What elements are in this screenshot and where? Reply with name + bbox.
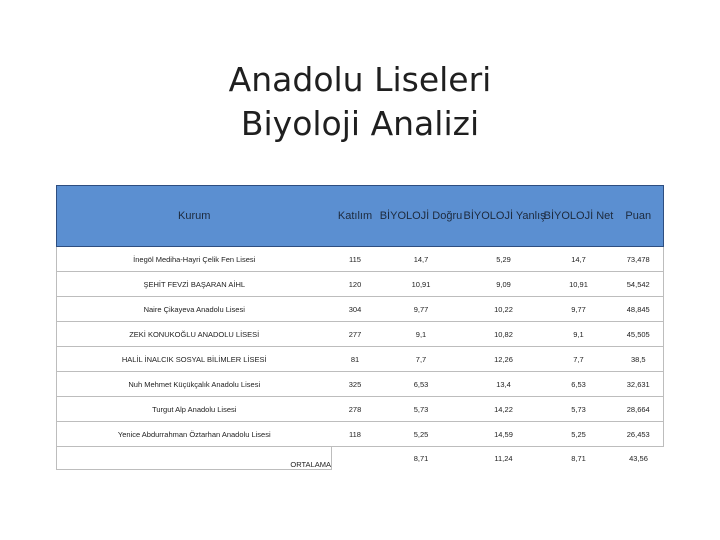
- title-line-2: Biyoloji Analizi: [240, 104, 480, 143]
- cell-kurum: Nuh Mehmet Küçükçalık Anadolu Lisesi: [56, 371, 332, 397]
- cell-dogru: 14,7: [378, 246, 464, 272]
- header-katilim: Katılım: [331, 185, 379, 247]
- average-puan: 43,56: [629, 453, 648, 463]
- cell-net: 6,53: [543, 371, 614, 397]
- cell-yanlis: 14,59: [463, 421, 544, 447]
- cell-kurum: ŞEHİT FEVZİ BAŞARAN AİHL: [56, 271, 332, 297]
- cell-yanlis: 5,29: [463, 246, 544, 272]
- slide-title: Anadolu Liseleri Biyoloji Analizi: [0, 58, 720, 146]
- table-row: Yenice Abdurrahman Öztarhan Anadolu Lise…: [56, 421, 664, 447]
- cell-net: 5,73: [543, 396, 614, 422]
- cell-kurum: Naire Çikayeva Anadolu Lisesi: [56, 296, 332, 322]
- cell-yanlis: 14,22: [463, 396, 544, 422]
- average-dogru: 8,71: [413, 453, 429, 463]
- header-dogru: BİYOLOJİ Doğru: [378, 185, 464, 247]
- table-row: ZEKİ KONUKOĞLU ANADOLU LİSESİ 277 9,1 10…: [56, 321, 664, 347]
- header-puan: Puan: [613, 185, 664, 247]
- cell-dogru: 6,53: [378, 371, 464, 397]
- cell-kurum: İnegöl Mediha-Hayri Çelik Fen Lisesi: [56, 246, 332, 272]
- cell-puan: 73,478: [613, 246, 664, 272]
- cell-yanlis: 13,4: [463, 371, 544, 397]
- table-row: Nuh Mehmet Küçükçalık Anadolu Lisesi 325…: [56, 371, 664, 397]
- cell-kurum: Turgut Alp Anadolu Lisesi: [56, 396, 332, 422]
- cell-puan: 54,542: [613, 271, 664, 297]
- cell-dogru: 9,77: [378, 296, 464, 322]
- cell-puan: 48,845: [613, 296, 664, 322]
- table-row: Turgut Alp Anadolu Lisesi 278 5,73 14,22…: [56, 396, 664, 422]
- header-kurum: Kurum: [56, 185, 332, 247]
- cell-dogru: 7,7: [378, 346, 464, 372]
- cell-katilim: 81: [331, 346, 379, 372]
- cell-net: 10,91: [543, 271, 614, 297]
- table-row: ŞEHİT FEVZİ BAŞARAN AİHL 120 10,91 9,09 …: [56, 271, 664, 297]
- average-net: 8,71: [571, 453, 586, 463]
- cell-dogru: 10,91: [378, 271, 464, 297]
- cell-kurum: ZEKİ KONUKOĞLU ANADOLU LİSESİ: [56, 321, 332, 347]
- table-row: Naire Çikayeva Anadolu Lisesi 304 9,77 1…: [56, 296, 664, 322]
- cell-kurum: HALİL İNALCIK SOSYAL BİLİMLER LİSESİ: [56, 346, 332, 372]
- cell-net: 5,25: [543, 421, 614, 447]
- cell-puan: 32,631: [613, 371, 664, 397]
- title-line-1: Anadolu Liseleri: [228, 60, 492, 99]
- cell-kurum: Yenice Abdurrahman Öztarhan Anadolu Lise…: [56, 421, 332, 447]
- average-row: ORTALAMA 8,71 11,24 8,71 43,56: [56, 446, 664, 470]
- cell-dogru: 5,25: [378, 421, 464, 447]
- cell-dogru: 9,1: [378, 321, 464, 347]
- cell-katilim: 277: [331, 321, 379, 347]
- cell-net: 9,77: [543, 296, 614, 322]
- cell-yanlis: 12,26: [463, 346, 544, 372]
- cell-yanlis: 9,09: [463, 271, 544, 297]
- cell-katilim: 115: [331, 246, 379, 272]
- header-yanlis: BİYOLOJİ Yanlış: [463, 185, 546, 247]
- cell-yanlis: 10,82: [463, 321, 544, 347]
- table-row: İnegöl Mediha-Hayri Çelik Fen Lisesi 115…: [56, 246, 664, 272]
- cell-katilim: 120: [331, 271, 379, 297]
- cell-puan: 38,5: [613, 346, 664, 372]
- cell-net: 14,7: [543, 246, 614, 272]
- average-label: ORTALAMA: [56, 446, 332, 470]
- cell-katilim: 304: [331, 296, 379, 322]
- average-katilim: [332, 447, 379, 470]
- cell-katilim: 325: [331, 371, 379, 397]
- header-net: BİYOLOJİ Net: [543, 185, 614, 247]
- cell-puan: 28,664: [613, 396, 664, 422]
- cell-dogru: 5,73: [378, 396, 464, 422]
- average-yanlis: 11,24: [494, 453, 513, 463]
- table-header-row: Kurum Katılım BİYOLOJİ Doğru BİYOLOJİ Ya…: [56, 185, 664, 247]
- table-row: HALİL İNALCIK SOSYAL BİLİMLER LİSESİ 81 …: [56, 346, 664, 372]
- cell-net: 7,7: [543, 346, 614, 372]
- biology-analysis-table: Kurum Katılım BİYOLOJİ Doğru BİYOLOJİ Ya…: [56, 185, 664, 470]
- cell-puan: 45,505: [613, 321, 664, 347]
- cell-katilim: 278: [331, 396, 379, 422]
- cell-net: 9,1: [543, 321, 614, 347]
- cell-katilim: 118: [331, 421, 379, 447]
- cell-yanlis: 10,22: [463, 296, 544, 322]
- cell-puan: 26,453: [613, 421, 664, 447]
